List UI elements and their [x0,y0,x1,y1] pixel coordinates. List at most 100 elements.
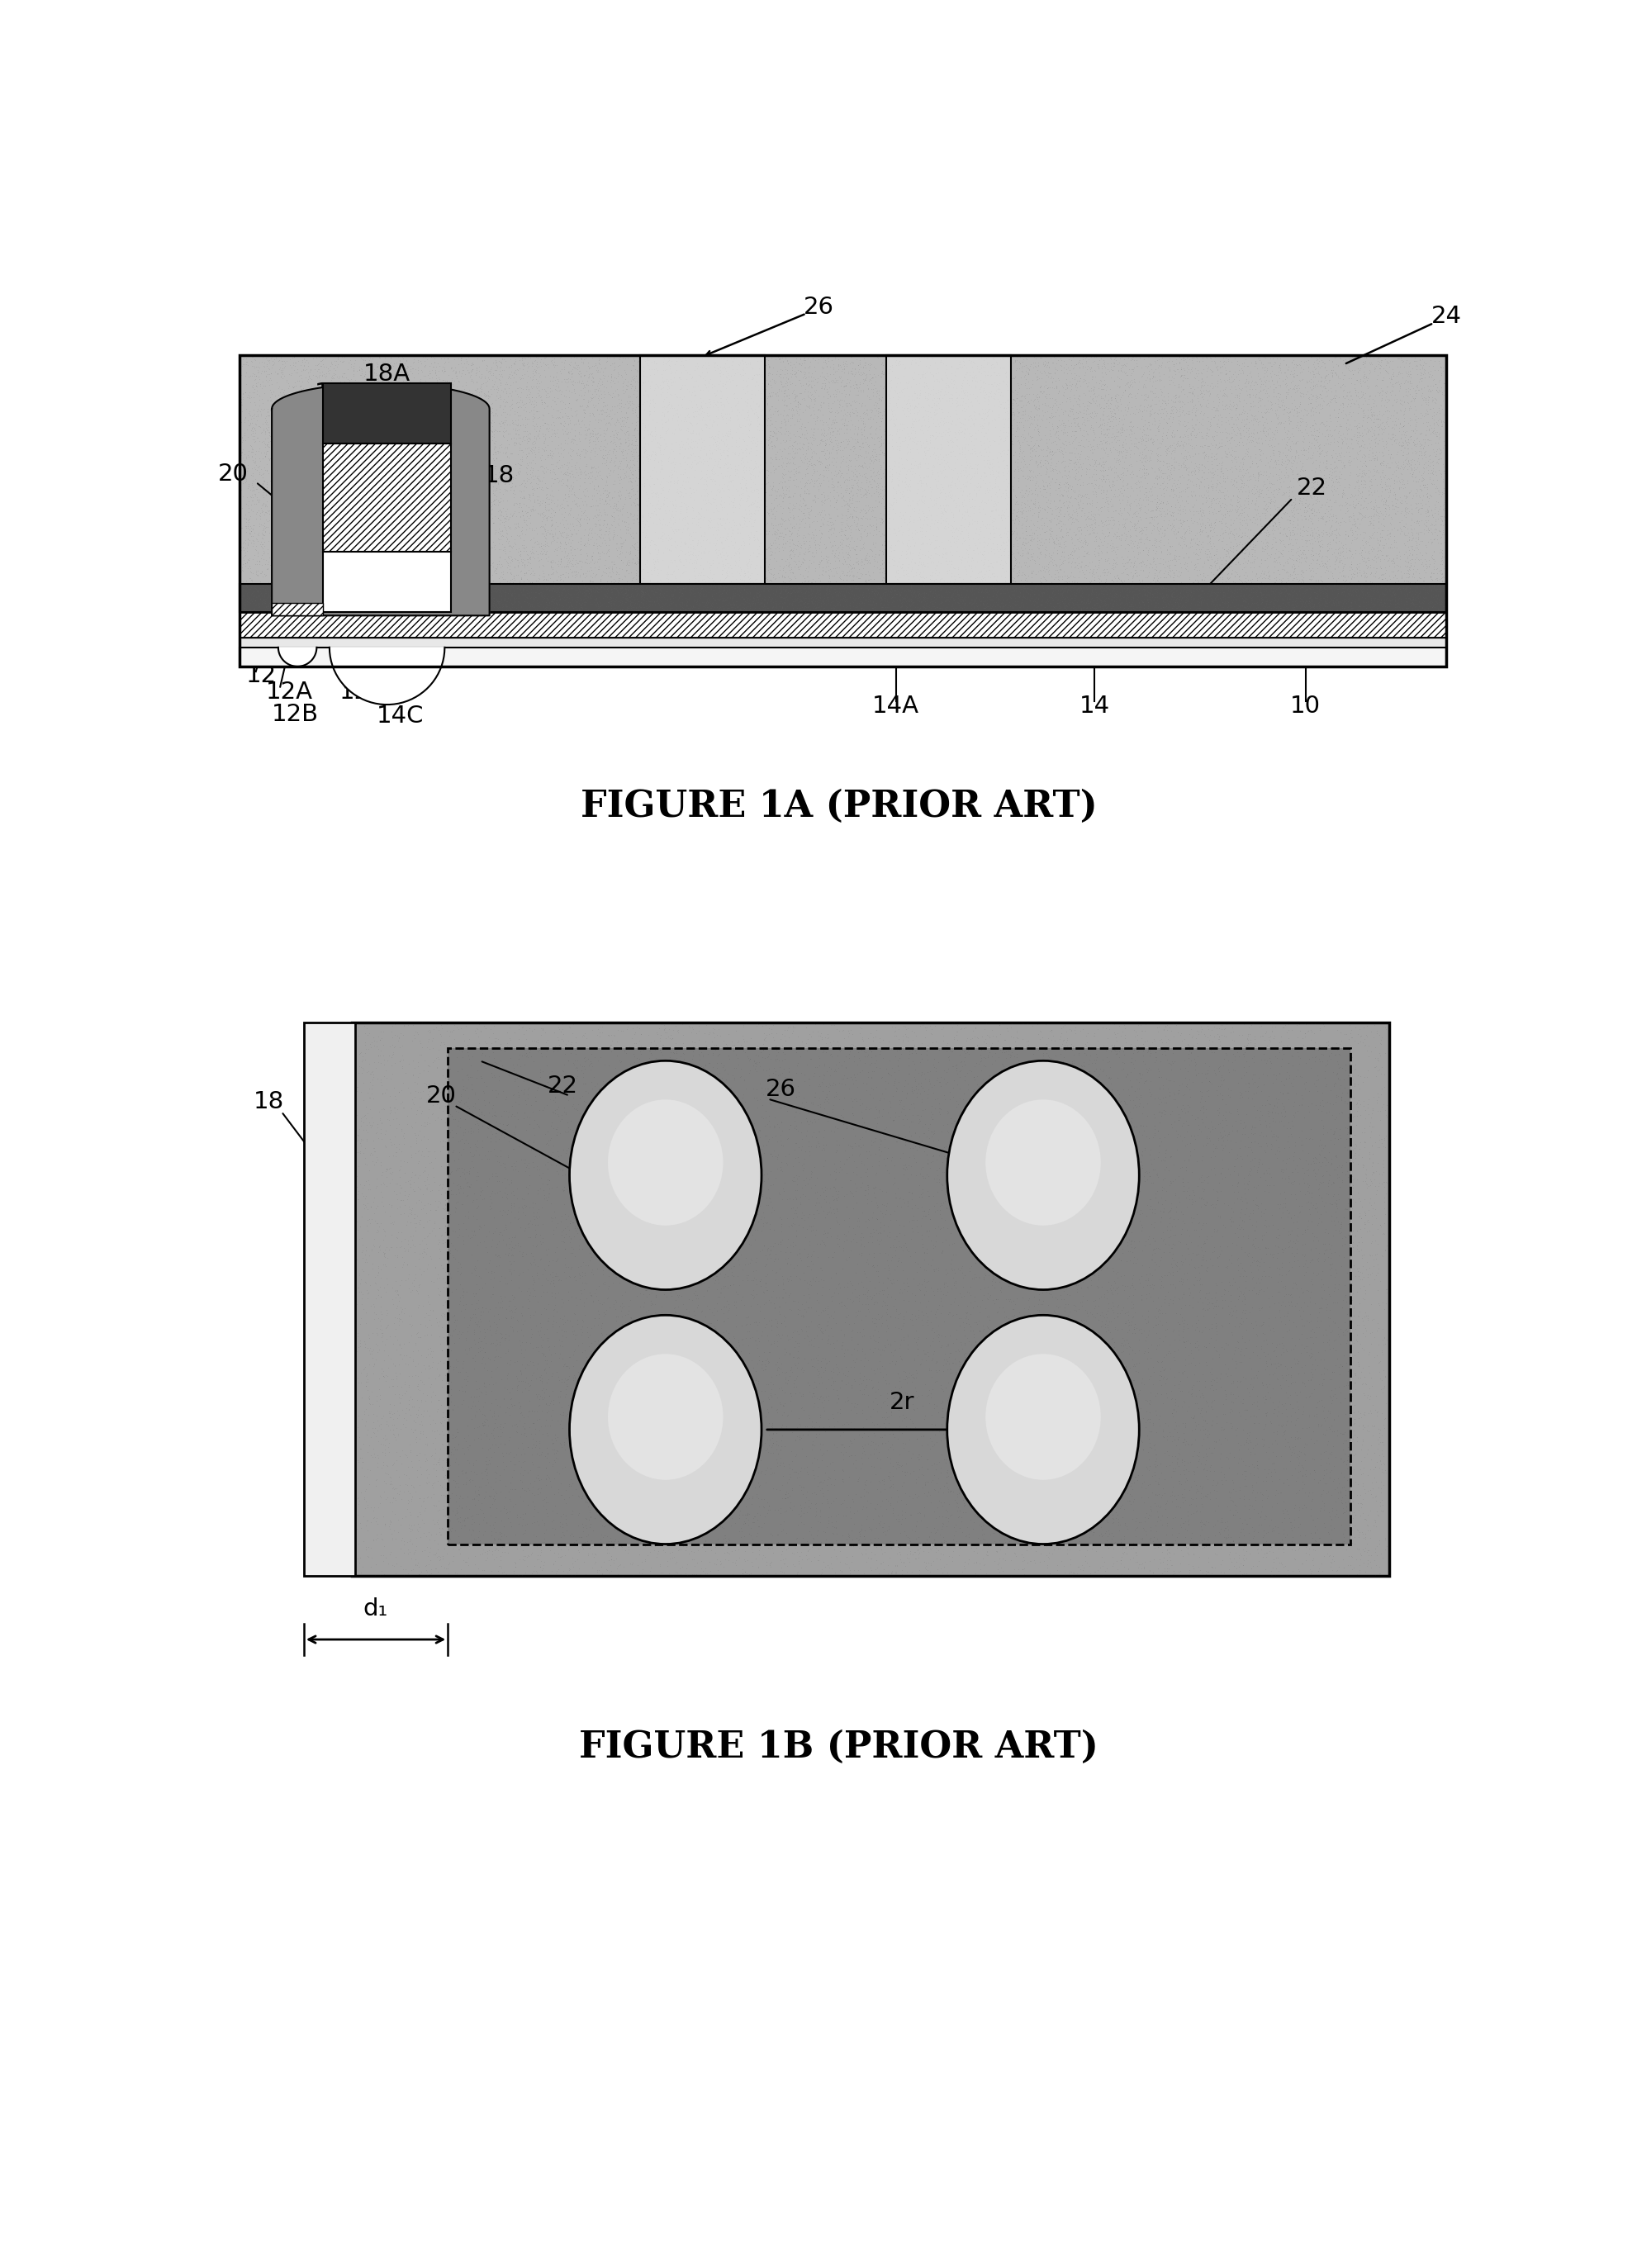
Point [971,562,997,599]
Point [930,469,956,506]
Point [645,445,671,481]
Point [845,1510,871,1547]
Point [1427,572,1454,608]
Point [543,1111,570,1148]
Point [504,1073,530,1109]
Point [311,574,337,610]
Point [1306,526,1333,562]
Point [742,1202,768,1238]
Point [755,386,781,422]
Point [894,426,920,463]
Point [840,1481,866,1517]
Point [594,1427,620,1463]
Point [728,1281,755,1318]
Point [264,365,290,401]
Point [990,429,1017,465]
Point [1174,553,1200,590]
Point [990,1327,1017,1363]
Point [827,583,853,619]
Point [748,513,774,549]
Point [1337,388,1364,424]
Point [837,1442,863,1479]
Point [1170,1057,1197,1093]
Point [1305,479,1331,515]
Point [1419,413,1445,449]
Point [673,1413,699,1449]
Point [293,510,319,547]
Point [719,1338,745,1374]
Point [432,352,458,388]
Point [1030,1036,1056,1073]
Point [527,1429,553,1465]
Point [956,533,982,569]
Point [617,1116,643,1152]
Point [1367,1050,1393,1086]
Point [923,395,949,431]
Point [1275,1141,1301,1177]
Point [902,1234,928,1270]
Point [1018,1150,1044,1186]
Point [1020,1520,1046,1556]
Point [766,340,792,376]
Point [1215,1368,1241,1404]
Point [925,401,951,438]
Point [1121,361,1148,397]
Point [766,340,792,376]
Point [475,490,501,526]
Point [868,1306,894,1343]
Point [552,572,578,608]
Point [1352,1163,1378,1200]
Point [850,1109,876,1145]
Point [486,361,512,397]
Point [1166,426,1192,463]
Point [1138,347,1164,383]
Point [678,1418,704,1454]
Point [452,517,478,553]
Point [511,345,537,381]
Point [907,381,933,417]
Point [516,445,542,481]
Point [591,569,617,606]
Point [277,494,303,531]
Point [1316,488,1342,524]
Point [1157,1211,1184,1247]
Point [625,1427,652,1463]
Point [1159,420,1185,456]
Point [398,1193,424,1229]
Point [696,424,722,460]
Point [737,476,763,513]
Point [316,376,342,413]
Point [1308,1259,1334,1295]
Point [1115,592,1141,628]
Point [1095,492,1121,528]
Point [1169,517,1195,553]
Point [694,1474,720,1510]
Point [706,411,732,447]
Point [1283,347,1310,383]
Point [421,479,447,515]
Point [1061,1515,1087,1551]
Point [1079,381,1105,417]
Point [1149,340,1175,376]
Point [570,401,596,438]
Point [668,1368,694,1404]
Point [954,1209,981,1245]
Point [1274,1256,1300,1293]
Point [905,1476,931,1513]
Point [1351,445,1377,481]
Point [606,1105,632,1141]
Point [349,1198,375,1234]
Point [1385,411,1411,447]
Point [941,367,967,404]
Point [1305,1091,1331,1127]
Point [1097,1032,1123,1068]
Point [303,474,329,510]
Point [943,411,969,447]
Point [653,1370,679,1406]
Point [692,345,719,381]
Point [1347,585,1373,621]
Point [1275,1012,1301,1048]
Point [709,531,735,567]
Point [692,438,719,474]
Point [994,592,1020,628]
